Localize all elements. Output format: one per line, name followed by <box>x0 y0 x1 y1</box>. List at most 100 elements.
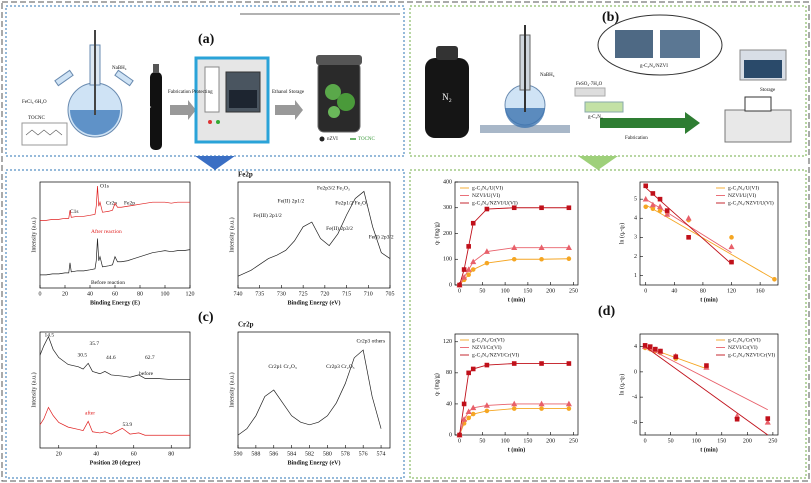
x-tick-label: 582 <box>305 451 314 457</box>
panel-c-frame <box>5 169 405 479</box>
series-line <box>459 258 569 286</box>
y-tick-label: 80 <box>446 370 452 376</box>
legend-label: g-C₃N₄/NZVI/Cr(VI) <box>472 351 519 358</box>
arrow-down <box>578 156 618 170</box>
marker <box>465 408 472 414</box>
marker <box>764 419 771 425</box>
y-axis-label: Intensity (a.u.) <box>228 372 235 407</box>
x-tick-label: 80 <box>168 451 174 457</box>
annotation: Before reaction <box>91 279 125 286</box>
x-tick-label: 740 <box>234 291 243 297</box>
plot-frame <box>454 333 579 436</box>
schematic-label: Ethanol Storage <box>272 90 305 95</box>
x-tick-label: 200 <box>546 438 555 444</box>
plot-frame <box>39 331 191 449</box>
schematic-label: Fabrication <box>625 136 648 141</box>
schematic-a <box>21 30 362 150</box>
x-tick-label: 50 <box>479 438 485 444</box>
plot-frame <box>237 331 391 449</box>
x-axis-label: Binding Energy (E) <box>90 299 140 306</box>
annotation: Fe2p <box>124 200 135 206</box>
annotation: Fe(I) 2p3/2 <box>369 233 394 240</box>
plot-frame <box>639 333 779 436</box>
marker <box>483 402 490 408</box>
x-tick-label: 725 <box>299 291 308 297</box>
marker <box>511 361 517 366</box>
legend-label: g-C₃N₄/Cr(VI) <box>472 336 505 343</box>
y-axis-label: Intensity (a.u.) <box>30 372 37 407</box>
marker <box>673 354 679 360</box>
marker <box>538 244 545 250</box>
legend-label: NZVI/U(VI) <box>472 192 500 199</box>
schematic-label: NaBH₄ <box>540 73 555 78</box>
y-axis-label: qₜ (mg/g) <box>433 373 440 396</box>
marker <box>466 272 471 278</box>
marker <box>539 205 544 211</box>
panel-label: (a) <box>198 32 215 47</box>
annotation: Fe(II) 2p1/2 <box>278 197 305 204</box>
series-line <box>40 186 190 221</box>
annotation: Fe(III) 2p1/2 <box>253 212 282 219</box>
series-line <box>39 406 190 436</box>
panel-d-frame <box>409 169 807 479</box>
annotation: 30.5 <box>78 352 88 358</box>
annotation: Fe2p3/2 Fe₂O₃ <box>317 186 350 192</box>
panel-a-frame <box>5 5 405 157</box>
marker <box>511 244 518 250</box>
x-tick-label: 578 <box>341 451 350 457</box>
y-tick-label: 200 <box>443 231 452 237</box>
schematic-label: N₂ <box>442 92 452 102</box>
arrow-down <box>195 156 235 170</box>
y-tick-label: 3 <box>634 235 637 241</box>
x-tick-label: 200 <box>743 438 752 444</box>
fit-line <box>645 187 732 265</box>
x-axis-label: Position 2θ (degree) <box>90 459 141 466</box>
marker <box>539 406 544 411</box>
marker <box>653 346 658 352</box>
fit-line <box>645 204 775 280</box>
marker <box>664 211 671 217</box>
x-tick-label: 250 <box>768 438 777 444</box>
annotation: 44.6 <box>106 355 116 361</box>
x-tick-label: 150 <box>523 438 532 444</box>
x-tick-label: 0 <box>644 438 647 444</box>
marker <box>565 244 572 250</box>
y-tick-label: -4 <box>632 395 637 401</box>
y-tick-label: 40 <box>446 401 452 407</box>
panel-label: (c) <box>198 310 214 325</box>
x-axis-label: t (min) <box>700 446 718 453</box>
x-tick-label: 580 <box>323 451 332 457</box>
x-tick-label: 720 <box>320 291 329 297</box>
y-tick-label: 120 <box>443 339 452 345</box>
x-tick-label: 730 <box>277 291 286 297</box>
x-tick-label: 120 <box>727 288 736 294</box>
annotation: Cr2p3 Cr₂O₃ <box>326 364 355 370</box>
annotation: 62.7 <box>145 355 155 361</box>
legend-label: g-C₃N₄/NZVI/U(VI) <box>472 199 518 206</box>
schematic-label: FeCl₃·6H₂O <box>22 100 47 105</box>
annotation: Cr2p3 others <box>357 339 386 345</box>
marker <box>457 282 462 288</box>
marker <box>470 404 477 411</box>
x-tick-label: 588 <box>251 451 260 457</box>
series-line <box>237 190 391 277</box>
x-tick-label: 150 <box>717 438 726 444</box>
x-tick-label: 20 <box>62 291 68 297</box>
annotation: C1s <box>70 209 79 215</box>
x-tick-label: 50 <box>668 438 674 444</box>
marker <box>566 406 572 411</box>
schematic-label: TOCNC <box>358 137 376 142</box>
y-tick-label: 4 <box>634 216 637 222</box>
y-axis-label: Intensity (a.u.) <box>228 217 235 252</box>
annotation: 35.7 <box>90 341 100 347</box>
marker <box>457 432 462 438</box>
x-tick-label: 50 <box>479 288 485 294</box>
schematic-label: FeSO₄·7H₂O <box>576 82 603 87</box>
marker <box>484 408 490 414</box>
marker <box>686 235 691 240</box>
y-axis-label: qₜ (mg/g) <box>433 222 440 245</box>
x-tick-label: 150 <box>523 288 532 294</box>
annotation: Fe2p1/2 Fe₂O₃ <box>335 200 368 206</box>
x-tick-label: 20 <box>56 451 62 457</box>
